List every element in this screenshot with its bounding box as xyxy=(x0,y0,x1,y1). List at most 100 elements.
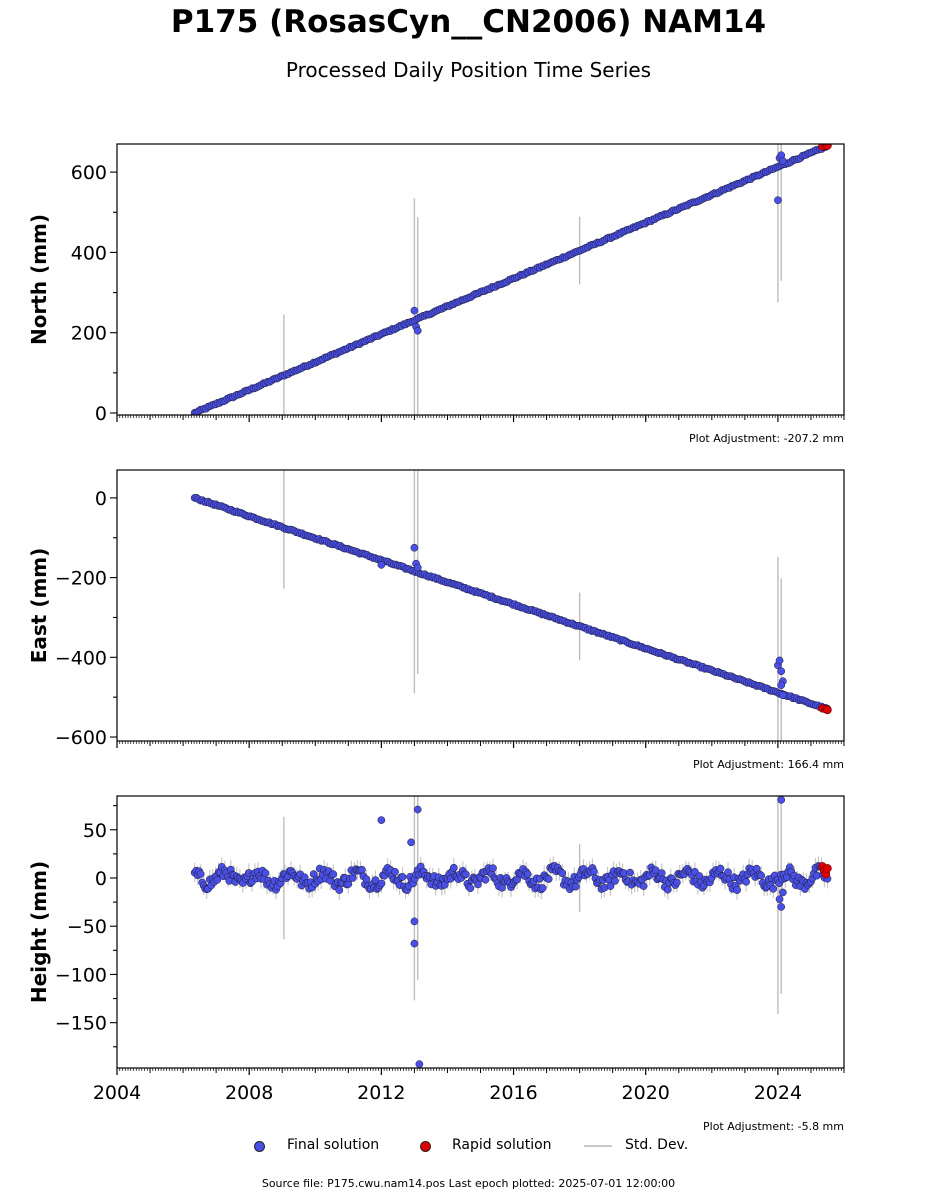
x-tick-label: 2016 xyxy=(489,1082,537,1104)
x-tick-label: 2008 xyxy=(225,1082,273,1104)
outlier-point xyxy=(413,563,422,572)
plot-area xyxy=(190,470,832,741)
data-point xyxy=(538,884,547,892)
legend-final-marker xyxy=(254,1141,265,1152)
chart-title: P175 (RosasCyn__CN2006) NAM14 xyxy=(170,4,767,40)
data-point xyxy=(489,864,497,873)
outlier-point xyxy=(779,691,787,700)
y-axis-label: North (mm) xyxy=(27,214,51,345)
rapid-point xyxy=(823,864,832,873)
x-tick-label: 2012 xyxy=(357,1082,405,1104)
x-axis-ticks xyxy=(116,1068,845,1075)
y-axis-ticks xyxy=(110,805,117,1048)
panel-1: 0 200 400 600 North (mm) Plot Adjustment: -20… xyxy=(27,143,845,445)
legend-std-label: Std. Dev. xyxy=(625,1137,689,1153)
data-point xyxy=(769,884,778,893)
rapid-solution-series xyxy=(818,704,832,715)
data-point xyxy=(639,882,648,890)
axes-frame xyxy=(116,795,845,1069)
data-point xyxy=(724,868,732,877)
data-point xyxy=(626,868,634,877)
legend-rapid-marker xyxy=(420,1141,431,1152)
final-solution-series xyxy=(190,494,832,713)
outlier-point xyxy=(777,667,786,676)
outlier-point xyxy=(410,917,419,926)
panel-2: 0 −200 −400 −600 East (mm) Plot Adjustment: 1… xyxy=(27,469,845,771)
data-point xyxy=(261,869,270,877)
x-tick-label: 2004 xyxy=(93,1082,141,1104)
legend-final-label: Final solution xyxy=(287,1137,380,1153)
data-point xyxy=(481,875,490,884)
chart-subtitle: Processed Daily Position Time Series xyxy=(285,58,652,82)
y-tick-label: −150 xyxy=(55,1013,107,1035)
outlier-point xyxy=(415,1060,424,1068)
data-point xyxy=(672,878,681,887)
y-tick-label: −600 xyxy=(55,727,107,749)
data-point xyxy=(544,875,553,883)
outlier-point xyxy=(377,561,386,569)
rapid-solution-series xyxy=(818,144,832,151)
y-tick-label: 0 xyxy=(95,403,107,425)
data-point xyxy=(663,885,672,894)
source-note: Source file: P175.cwu.nam14.pos Last epo… xyxy=(261,1177,676,1190)
outlier-point xyxy=(775,656,784,665)
rapid-solution-series xyxy=(818,862,832,879)
rapid-point xyxy=(823,705,832,715)
plot-adjustment-note: Plot Adjustment: -207.2 mm xyxy=(689,432,844,445)
data-point xyxy=(590,867,598,876)
data-point xyxy=(329,870,338,879)
outlier-point xyxy=(775,895,784,904)
x-tick-label: 2020 xyxy=(622,1082,670,1104)
y-axis-ticks xyxy=(110,497,117,738)
y-tick-label: 50 xyxy=(83,820,107,842)
data-point xyxy=(572,882,580,891)
y-tick-label: −100 xyxy=(55,964,107,986)
legend-rapid-label: Rapid solution xyxy=(452,1137,552,1153)
data-point xyxy=(377,879,386,888)
outlier-point xyxy=(413,326,422,335)
x-axis-ticks xyxy=(116,741,845,748)
data-point xyxy=(606,882,615,890)
y-tick-label: 0 xyxy=(95,488,107,510)
data-point xyxy=(498,883,506,892)
y-tick-labels: 0 −200 −400 −600 xyxy=(55,488,107,749)
outlier-point xyxy=(779,157,787,165)
outlier-point xyxy=(777,796,786,804)
y-axis-label: East (mm) xyxy=(27,548,51,664)
plot-adjustment-note: Plot Adjustment: -5.8 mm xyxy=(703,1120,844,1133)
data-point xyxy=(391,867,399,876)
data-point xyxy=(462,870,470,879)
data-point xyxy=(449,863,458,872)
y-axis-ticks xyxy=(110,171,117,414)
outlier-point xyxy=(779,888,787,897)
data-point xyxy=(466,884,475,893)
outlier-point xyxy=(777,903,786,911)
final-solution-series xyxy=(190,144,832,415)
data-point xyxy=(213,875,222,884)
outlier-point xyxy=(413,805,422,814)
data-point xyxy=(558,869,567,878)
y-tick-label: 600 xyxy=(71,162,107,184)
rapid-point xyxy=(823,144,832,150)
outlier-point xyxy=(410,939,419,948)
y-tick-label: −50 xyxy=(67,916,107,938)
data-point xyxy=(371,876,380,884)
data-point xyxy=(657,869,666,877)
outlier-point xyxy=(774,196,782,205)
data-point xyxy=(523,870,532,879)
x-tick-label: 2024 xyxy=(754,1082,802,1104)
y-tick-labels: 0 200 400 600 xyxy=(71,162,107,425)
x-axis-ticks xyxy=(116,415,845,422)
outlier-point xyxy=(407,838,415,847)
y-tick-labels: 50 0 −50 −100 −150 xyxy=(55,820,107,1035)
data-point xyxy=(742,877,750,886)
plot-area xyxy=(190,144,832,415)
legend-std-marker xyxy=(584,1145,612,1147)
outlier-point xyxy=(377,816,386,824)
data-point xyxy=(733,886,741,894)
plot-adjustment-note: Plot Adjustment: 166.4 mm xyxy=(693,758,844,771)
y-tick-label: 200 xyxy=(71,323,107,345)
data-point xyxy=(196,870,205,878)
plot-area xyxy=(190,796,832,1068)
